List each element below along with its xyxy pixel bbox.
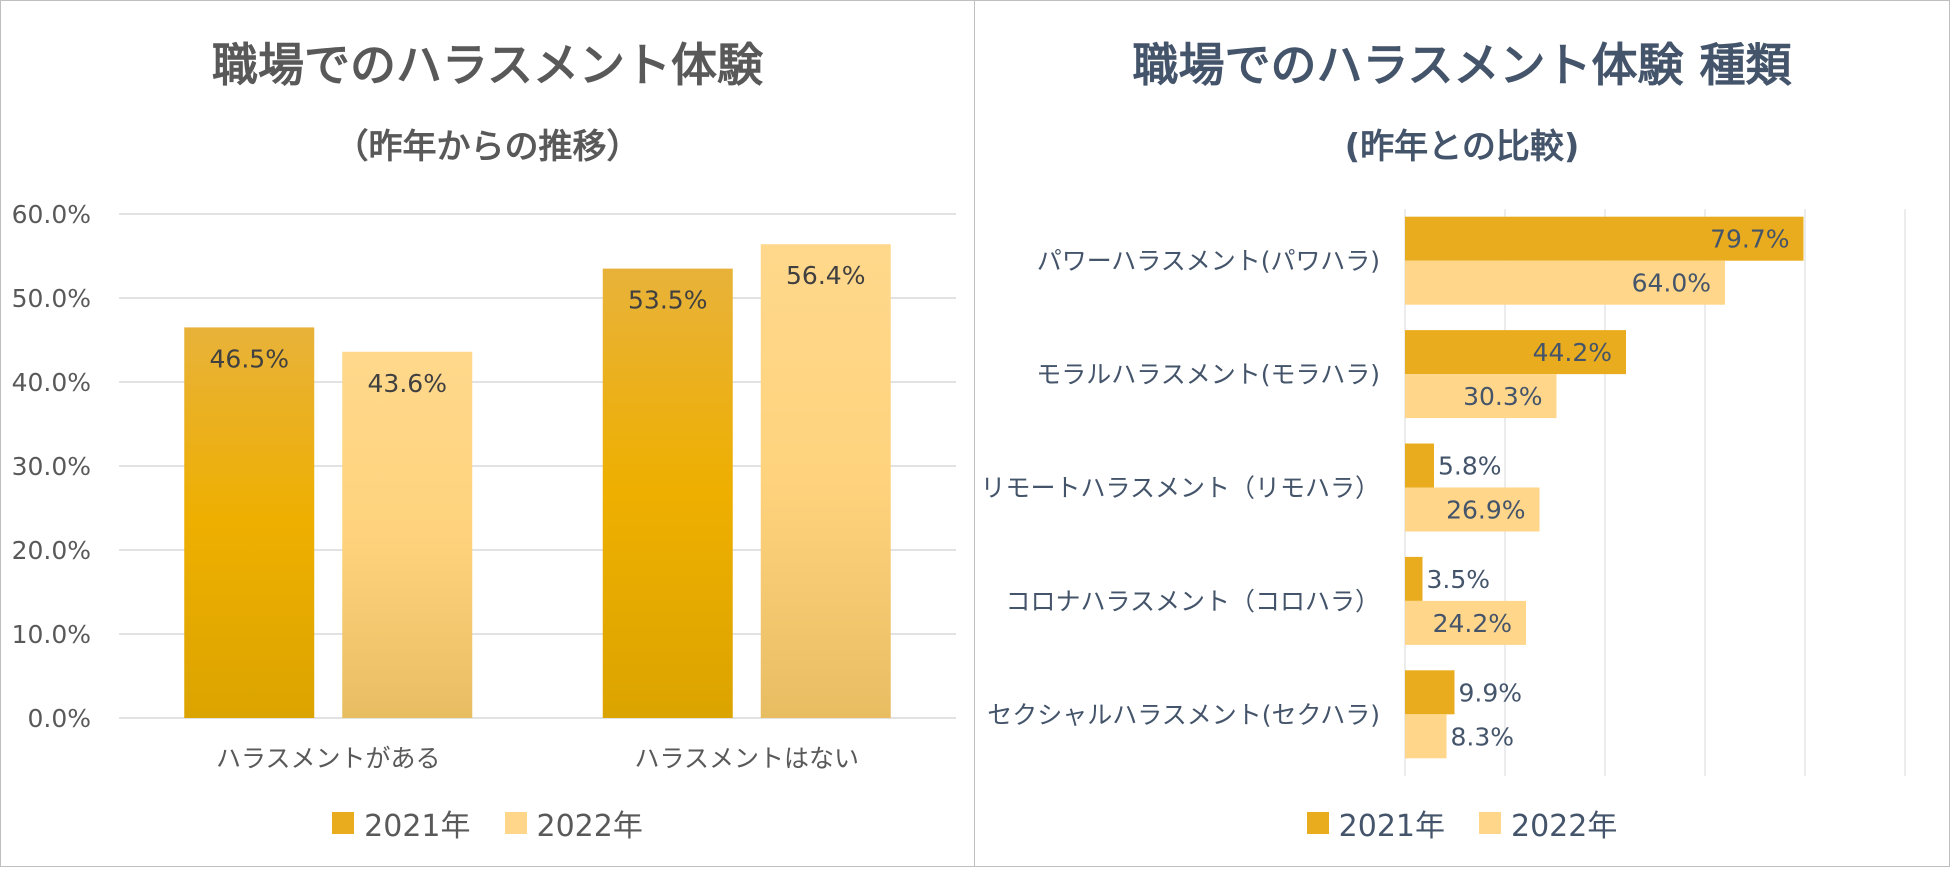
y-category-label: モラルハラスメント(モラハラ): [1036, 360, 1380, 389]
data-label: 56.4%: [786, 261, 865, 290]
right-chart-title: 職場でのハラスメント体験 種類: [1132, 38, 1792, 92]
legend-item-2022: 2022年: [1479, 801, 1617, 845]
legend-item-2021: 2021年: [1306, 801, 1445, 845]
right-chart-subtitle: (昨年との比較): [1344, 127, 1580, 167]
legend-swatch-2021: [332, 812, 355, 834]
left-chart-plot: 0.0% 10.0% 20.0% 30.0% 40.0% 50.0% 60.0% 46.5% 4…: [12, 200, 956, 773]
legend-label-2022: 2022年: [1511, 809, 1618, 844]
data-label: 46.5%: [210, 344, 289, 373]
left-chart-title: 職場でのハラスメント体験: [211, 38, 764, 92]
right-chart-panel: 職場でのハラスメント体験 種類 (昨年との比較) パワーハラスメント(パワハラ)…: [974, 0, 1950, 867]
data-label: 24.2%: [1433, 609, 1512, 638]
data-label: 5.8%: [1438, 452, 1502, 481]
left-chart-legend: 2021年 2022年: [1, 801, 974, 845]
x-category-label: ハラスメントはない: [634, 744, 859, 773]
left-chart-subtitle: （昨年からの推移）: [334, 127, 641, 167]
legend-swatch-2021: [1306, 812, 1329, 834]
y-tick-label: 0.0%: [27, 704, 91, 733]
data-label: 43.6%: [368, 369, 447, 398]
bar: [1405, 374, 1557, 419]
y-category-label: リモートハラスメント（リモハラ）: [980, 474, 1380, 503]
legend-item-2021: 2021年: [332, 801, 471, 845]
y-category-label: コロナハラスメント（コロハラ）: [1005, 587, 1380, 616]
bar: [184, 327, 315, 718]
left-chart-panel: 職場でのハラスメント体験 （昨年からの推移） 0.0% 10.0% 20.0% 30.…: [0, 0, 975, 867]
data-label: 26.9%: [1446, 496, 1525, 525]
right-chart-plot: パワーハラスメント(パワハラ) 79.7% 64.0% モラルハラスメント(モラハラ)…: [980, 209, 1906, 776]
legend-swatch-2022: [1479, 812, 1501, 834]
legend-swatch-2022: [504, 812, 527, 834]
data-label: 79.7%: [1710, 225, 1789, 254]
data-label: 8.3%: [1451, 722, 1515, 751]
legend-item-2022: 2022年: [504, 801, 643, 845]
data-label: 64.0%: [1632, 269, 1711, 298]
bar: [1405, 556, 1423, 601]
y-tick-label: 40.0%: [12, 368, 91, 397]
y-tick-label: 30.0%: [12, 452, 91, 481]
bar: [1405, 216, 1804, 261]
x-category-label: ハラスメントがある: [216, 744, 441, 773]
bar: [1405, 487, 1540, 532]
legend-label-2021: 2021年: [364, 809, 471, 844]
bar: [760, 244, 891, 719]
data-label: 30.3%: [1463, 382, 1542, 411]
bar: [1405, 330, 1626, 375]
bar: [1405, 443, 1434, 488]
y-category-label: セクシャルハラスメント(セクハラ): [987, 700, 1380, 729]
data-label: 44.2%: [1533, 338, 1612, 367]
bar: [1405, 600, 1526, 645]
bar: [1405, 260, 1725, 305]
y-category-label: パワーハラスメント(パワハラ): [1037, 247, 1380, 276]
data-label: 9.9%: [1459, 678, 1523, 707]
y-tick-label: 60.0%: [12, 200, 91, 229]
data-label: 3.5%: [1427, 565, 1491, 594]
bar: [602, 268, 733, 718]
right-chart-legend: 2021年 2022年: [975, 801, 1949, 845]
y-tick-label: 50.0%: [12, 284, 91, 313]
legend-label-2021: 2021年: [1338, 809, 1445, 844]
bar: [1405, 714, 1447, 759]
bar: [1405, 670, 1455, 715]
y-tick-label: 20.0%: [12, 536, 91, 565]
y-tick-label: 10.0%: [12, 620, 91, 649]
legend-label-2022: 2022年: [536, 809, 643, 844]
data-label: 53.5%: [628, 286, 707, 315]
bar: [342, 351, 473, 718]
